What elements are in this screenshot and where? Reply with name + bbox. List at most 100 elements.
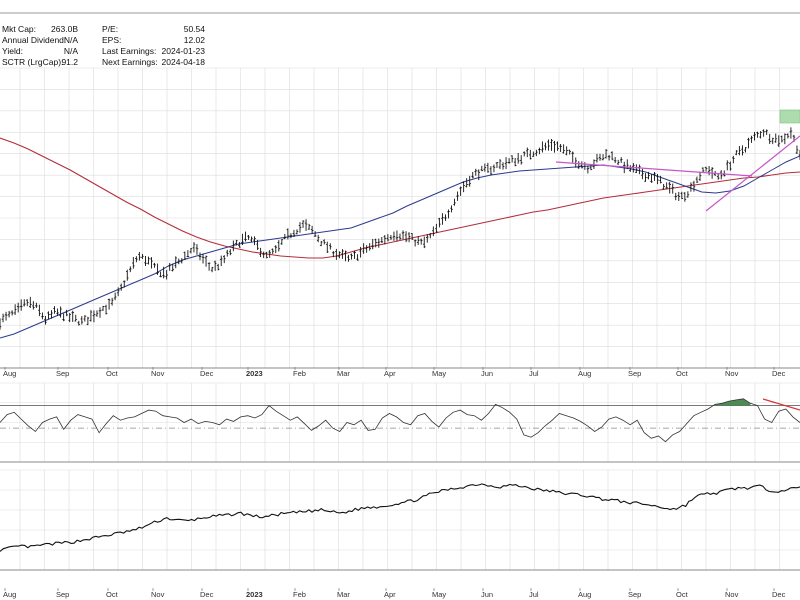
x-tick-label: Nov [151,369,165,378]
price-bar [210,266,214,273]
relative-strength-grid [0,469,800,571]
price-bar [141,253,144,259]
price-bar [341,249,344,259]
price-bar [586,165,590,174]
price-bar [650,174,653,183]
price-bar [410,233,414,240]
price-bar [422,236,426,249]
price-bar [289,233,293,239]
price-bar [635,164,638,174]
price-bar [765,129,768,135]
info-value: 12.02 [184,35,206,45]
price-bar [762,129,765,137]
price-bar [616,159,620,165]
x-tick-label: Sep [56,369,69,378]
price-bar [183,251,187,260]
price-bar [674,192,678,201]
price-bar [159,271,162,278]
price-bar [744,147,747,153]
price-bar [653,172,656,181]
price-bar [777,135,781,147]
price-bar [692,180,696,192]
price-bar [271,248,275,254]
x-tick-label: Aug [3,369,16,378]
price-bar [541,141,544,153]
price-bar [668,181,671,194]
price-bar [677,191,681,201]
price-bar [89,310,93,322]
price-bar [571,151,575,163]
x-tick-label: Nov [725,590,739,599]
price-bar [35,302,38,308]
x-tick-label: Oct [676,369,689,378]
info-value: N/A [64,46,79,56]
price-bar [522,151,526,157]
price-bar [359,246,362,258]
price-bar [783,133,787,145]
price-bar [580,161,584,169]
price-bar [719,170,723,180]
price-bar [577,161,581,169]
x-tick-label: 2023 [246,590,263,599]
price-bar [432,226,435,237]
price-bar [95,310,99,317]
x-tick-label: Apr [384,590,396,599]
info-label: SCTR (LrgCap): [2,57,63,67]
price-bar [338,251,341,259]
price-bar [44,316,47,325]
price-bar [156,263,159,275]
price-bar [671,183,675,194]
ma-long-line [0,137,800,259]
price-bar [404,231,408,243]
price-bar [701,167,705,173]
price-bar [441,213,444,225]
x-tick-label: Jul [529,590,539,599]
price-bar [265,251,268,259]
price-bar [416,236,420,245]
price-bar [0,318,2,330]
price-bar [319,240,323,247]
price-bar [392,231,396,241]
price-bar [304,219,308,231]
ma-short-line [0,155,800,339]
price-bar [480,165,484,172]
price-bar [313,231,317,237]
price-bar [316,234,320,243]
price-bar [589,164,593,171]
price-bar [638,164,641,175]
x-tick-label: Dec [772,590,786,599]
price-bar [238,241,241,248]
price-bar [550,139,553,151]
x-tick-label: Mar [337,369,350,378]
price-bar [310,225,314,234]
price-bar [483,163,487,172]
x-tick-label: Jul [529,369,539,378]
price-bar [553,140,556,153]
price-bar [7,310,11,318]
x-tick-label: Feb [293,369,306,378]
price-bar [232,240,235,252]
price-bar [307,223,311,230]
info-value: 263.0B [51,24,78,34]
x-tick-label: Mar [337,590,350,599]
price-bar [604,149,608,159]
info-label: Next Earnings: [102,57,158,67]
price-bar [132,257,135,269]
price-bar [259,247,262,258]
price-bar [474,168,478,176]
price-bar [665,182,668,189]
price-bar [598,153,602,161]
price-bar [222,255,226,264]
price-bar [756,131,759,138]
price-bar [538,147,541,155]
price-bar [395,230,399,242]
x-tick-label: Apr [384,369,396,378]
price-bar [435,223,438,233]
price-bar [56,308,59,316]
oscillator-grid [0,382,800,463]
price-bar [444,214,447,221]
price-bar [662,183,665,190]
price-bar [513,158,517,167]
price-bar [101,305,105,311]
